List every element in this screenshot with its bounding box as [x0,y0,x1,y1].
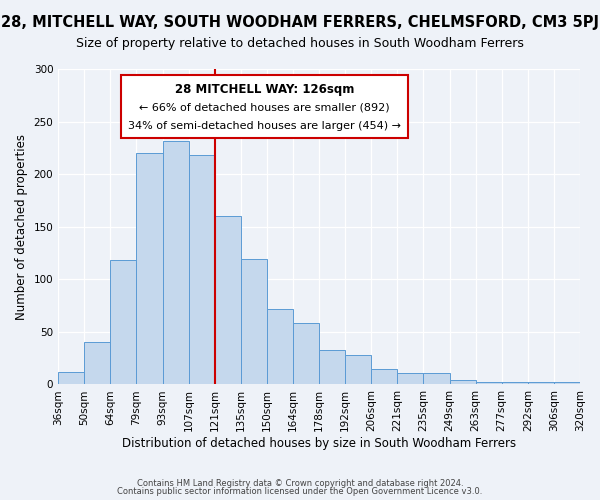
Bar [215,216,241,384]
Bar [319,350,345,384]
Y-axis label: Number of detached properties: Number of detached properties [15,134,28,320]
Text: ← 66% of detached houses are smaller (892): ← 66% of detached houses are smaller (89… [139,102,389,112]
Bar [121,76,408,138]
Bar [371,368,397,384]
Bar [502,382,528,384]
Bar [136,153,163,384]
Bar [554,382,580,384]
Text: 34% of semi-detached houses are larger (454) →: 34% of semi-detached houses are larger (… [128,121,401,131]
Text: 28, MITCHELL WAY, SOUTH WOODHAM FERRERS, CHELMSFORD, CM3 5PJ: 28, MITCHELL WAY, SOUTH WOODHAM FERRERS,… [1,15,599,30]
Bar [293,324,319,384]
Bar [241,260,267,384]
Bar [84,342,110,384]
Bar [163,140,188,384]
X-axis label: Distribution of detached houses by size in South Woodham Ferrers: Distribution of detached houses by size … [122,437,516,450]
Text: 28 MITCHELL WAY: 126sqm: 28 MITCHELL WAY: 126sqm [175,83,354,96]
Bar [476,382,502,384]
Bar [110,260,136,384]
Bar [188,155,215,384]
Bar [397,373,424,384]
Text: Size of property relative to detached houses in South Woodham Ferrers: Size of property relative to detached ho… [76,38,524,51]
Text: Contains public sector information licensed under the Open Government Licence v3: Contains public sector information licen… [118,487,482,496]
Text: Contains HM Land Registry data © Crown copyright and database right 2024.: Contains HM Land Registry data © Crown c… [137,478,463,488]
Bar [449,380,476,384]
Bar [345,355,371,384]
Bar [58,372,84,384]
Bar [528,382,554,384]
Bar [267,308,293,384]
Bar [424,373,449,384]
